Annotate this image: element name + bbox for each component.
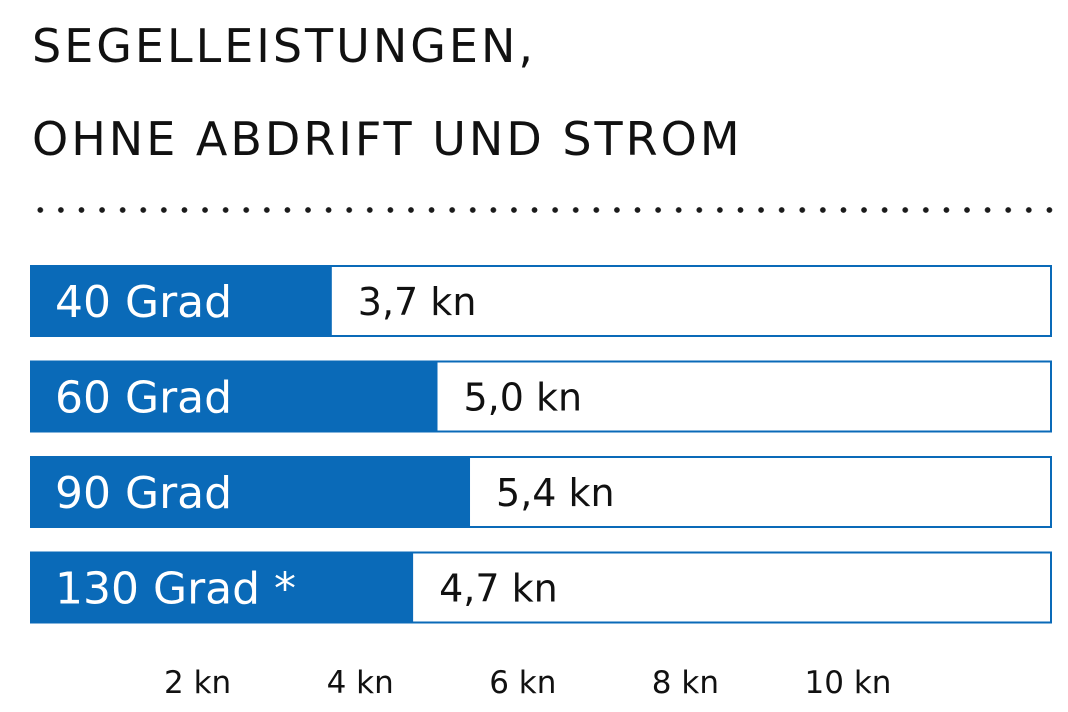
chart-title-line-1: SEGELLEISTUNGEN, [32, 19, 536, 73]
bar-row: 130 Grad * 4,7 kn [30, 551, 1052, 624]
x-tick-label: 4 kn [327, 665, 394, 701]
bar-value-label: 3,7 kn [358, 280, 477, 324]
bar-value-label: 5,0 kn [464, 376, 583, 420]
bar-value-label: 5,4 kn [496, 471, 615, 515]
bar-row: 40 Grad 3,7 kn [30, 265, 1052, 337]
bar [31, 266, 332, 336]
bar-value-label: 4,7 kn [439, 567, 558, 611]
bar [31, 457, 471, 527]
bar-row: 60 Grad 5,0 kn [30, 360, 1052, 433]
chart-title-line-2: OHNE ABDRIFT UND STROM [32, 112, 743, 166]
bar [31, 361, 438, 432]
x-tick-label: 2 kn [164, 665, 231, 701]
bar [31, 552, 414, 623]
x-tick-label: 6 kn [489, 665, 556, 701]
bar-category-label: 90 Grad [55, 468, 232, 519]
dotted-divider [30, 204, 1060, 216]
x-axis-tick-labels: 2 kn 4 kn 6 kn 8 kn 10 kn [164, 665, 891, 701]
x-tick-label: 8 kn [652, 665, 719, 701]
bar-category-label: 130 Grad * [55, 564, 296, 615]
bars-group: 40 Grad 3,7 kn 60 Grad 5,0 kn 90 Grad 5,4 kn 1… [30, 265, 1052, 624]
bar-category-label: 40 Grad [55, 277, 232, 328]
x-tick-label: 10 kn [805, 665, 892, 701]
bar-row: 90 Grad 5,4 kn [30, 456, 1052, 528]
bar-category-label: 60 Grad [55, 373, 232, 424]
